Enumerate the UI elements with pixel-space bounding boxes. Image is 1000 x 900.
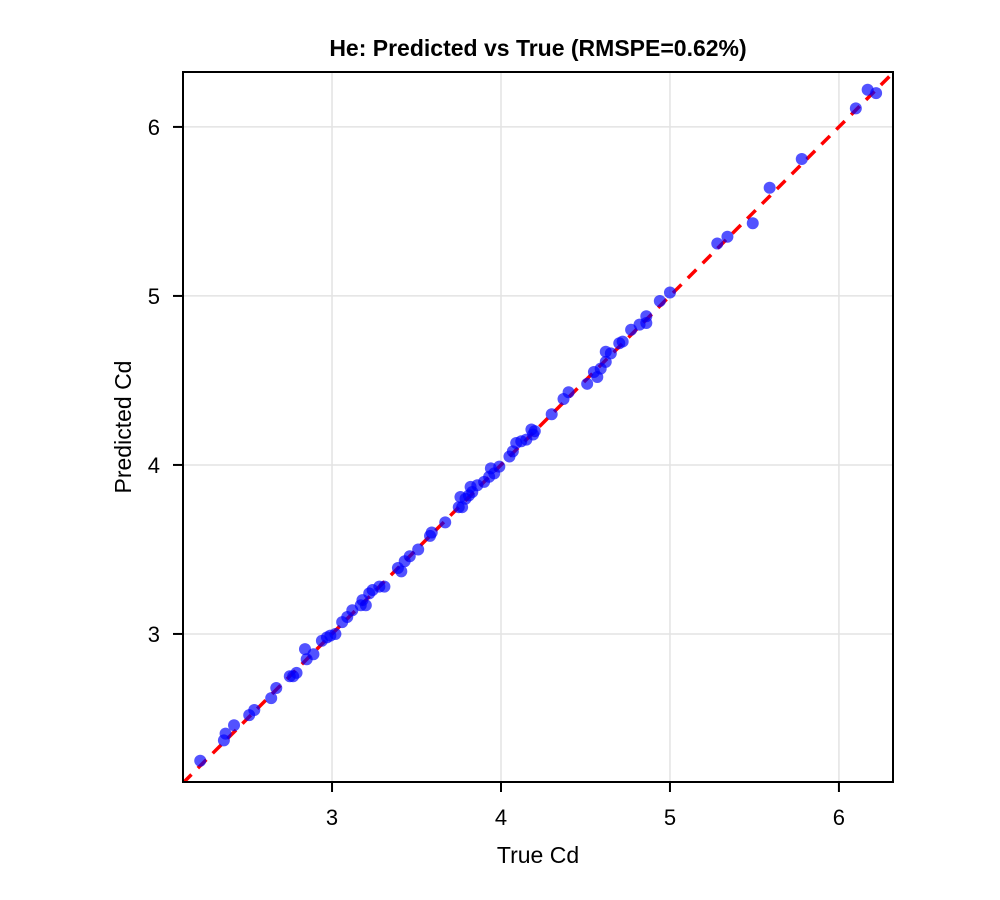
- data-point: [849, 102, 862, 115]
- data-point: [329, 627, 342, 640]
- y-tick-label: 4: [148, 453, 160, 478]
- data-point: [562, 386, 575, 399]
- data-point: [378, 580, 391, 593]
- y-tick-label: 3: [148, 622, 160, 647]
- x-tick-label: 4: [495, 805, 507, 830]
- data-point: [545, 408, 558, 421]
- data-point: [616, 335, 629, 348]
- data-point: [307, 648, 320, 661]
- y-axis-label: Predicted Cd: [110, 361, 136, 494]
- data-point: [663, 286, 676, 299]
- data-point: [228, 719, 241, 732]
- x-axis-ticks: 3 4 5 6: [326, 782, 845, 830]
- data-point: [395, 565, 408, 578]
- data-point: [763, 181, 776, 194]
- data-point: [581, 377, 594, 390]
- y-axis-ticks: 3 4 5 6: [148, 115, 183, 647]
- plot-frame: [182, 71, 894, 783]
- x-axis-label: True Cd: [497, 842, 579, 868]
- data-point: [721, 230, 734, 243]
- data-point: [604, 347, 617, 360]
- data-point: [653, 295, 666, 308]
- data-point: [425, 526, 438, 539]
- data-point: [248, 704, 261, 717]
- y-tick-label: 5: [148, 284, 160, 309]
- data-point: [219, 727, 232, 740]
- data-point: [493, 460, 506, 473]
- data-point: [265, 692, 278, 705]
- data-point: [194, 754, 207, 767]
- y-tick-label: 6: [148, 115, 160, 140]
- data-point: [403, 550, 416, 563]
- data-point: [746, 217, 759, 230]
- x-tick-label: 5: [664, 805, 676, 830]
- data-point: [290, 666, 303, 679]
- data-points: [194, 83, 883, 767]
- grid-lines: [183, 72, 893, 782]
- data-point: [795, 153, 808, 166]
- chart-title: He: Predicted vs True (RMSPE=0.62%): [329, 35, 746, 61]
- data-point: [525, 423, 538, 436]
- data-point: [711, 237, 724, 250]
- data-point: [640, 310, 653, 323]
- x-tick-label: 3: [326, 805, 338, 830]
- data-point: [870, 87, 883, 100]
- data-point: [439, 516, 452, 529]
- data-point: [412, 543, 425, 556]
- data-point: [270, 682, 283, 695]
- x-tick-label: 6: [833, 805, 845, 830]
